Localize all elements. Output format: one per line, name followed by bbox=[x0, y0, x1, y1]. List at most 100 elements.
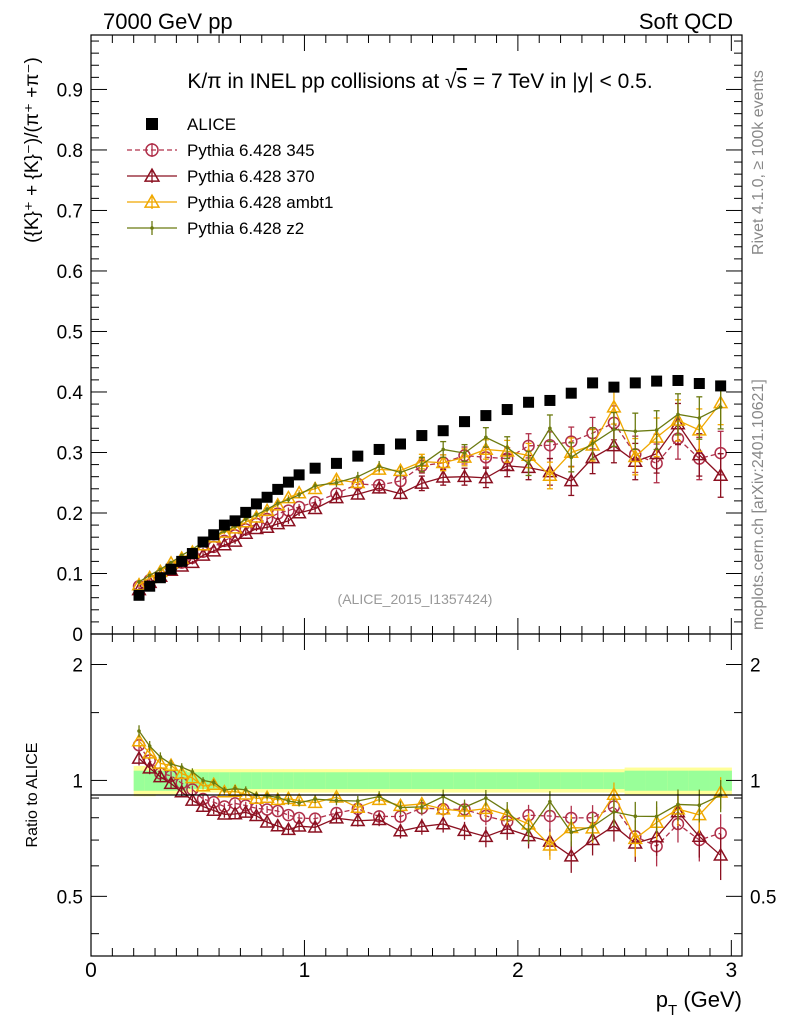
data-point-pythia-6-428-370 bbox=[584, 450, 601, 464]
data-point-alice bbox=[437, 425, 449, 437]
main-panel: 0 0.1 0.2 0.3 0.4 0.5 0.6 0.7 0.8 0.9 K/π in INEL… bbox=[22, 34, 743, 646]
series-line-pythia-6-428-345 bbox=[138, 422, 721, 587]
data-point-pythia-6-428-ambt1 bbox=[478, 441, 494, 455]
data-point-alice bbox=[629, 377, 641, 389]
ratio-point-pythia-6-428-370 bbox=[291, 818, 307, 832]
ratio-y-ticks: 0.5 0.5 1 1 2 2 bbox=[57, 655, 776, 935]
data-point-alice bbox=[309, 462, 321, 474]
y-axis-label-ratio: Ratio to ALICE bbox=[24, 743, 41, 848]
ratio-point-pythia-6-428-ambt1 bbox=[238, 786, 254, 800]
data-point-pythia-6-428-370 bbox=[713, 467, 729, 481]
data-point-pythia-6-428-ambt1 bbox=[606, 399, 622, 413]
data-point-pythia-6-428-z2 bbox=[505, 445, 510, 450]
ratio-x-ticks bbox=[90, 634, 732, 956]
ratio-point-pythia-6-428-z2 bbox=[169, 762, 173, 766]
data-point-pythia-6-428-z2 bbox=[612, 427, 616, 432]
data-point-pythia-6-428-z2 bbox=[420, 462, 424, 467]
ratio-point-pythia-6-428-z2 bbox=[377, 794, 381, 799]
ratio-point-pythia-6-428-ambt1 bbox=[435, 801, 451, 815]
data-point-pythia-6-428-z2 bbox=[297, 493, 301, 497]
data-point-alice bbox=[352, 450, 364, 462]
ratio-band-inner bbox=[325, 772, 348, 789]
ratio-point-pythia-6-428-370 bbox=[414, 818, 430, 833]
data-point-alice bbox=[218, 519, 230, 531]
mcplots-side-text: mcplots.cern.ch [arXiv:2401.10621] bbox=[750, 379, 767, 630]
data-point-pythia-6-428-z2 bbox=[569, 455, 574, 460]
ratio-point-pythia-6-428-ambt1 bbox=[152, 755, 168, 769]
ratio-band-inner bbox=[475, 772, 498, 789]
y-tick-label: 0.7 bbox=[57, 201, 83, 222]
data-point-alice bbox=[394, 438, 406, 450]
ratio-band-inner bbox=[293, 772, 306, 789]
ratio-point-pythia-6-428-ambt1 bbox=[216, 784, 233, 798]
ratio-point-pythia-6-428-z2 bbox=[297, 801, 301, 805]
ratio-band-inner bbox=[688, 770, 711, 791]
data-point-pythia-6-428-ambt1 bbox=[216, 524, 233, 538]
ratio-point-pythia-6-428-370 bbox=[227, 806, 243, 820]
data-point-alice bbox=[587, 377, 599, 389]
data-point-alice bbox=[154, 572, 166, 584]
y-tick-label: 0.2 bbox=[57, 504, 83, 525]
data-point-pythia-6-428-370 bbox=[563, 473, 579, 487]
ratio-point-pythia-6-428-370 bbox=[691, 828, 707, 843]
x-tick-label: 3 bbox=[725, 959, 737, 982]
data-point-pythia-6-428-ambt1 bbox=[627, 448, 643, 463]
ratio-point-pythia-6-428-370 bbox=[142, 760, 158, 774]
y-tick-label: 0.3 bbox=[57, 443, 83, 464]
ratio-line-pythia-6-428-ambt1 bbox=[138, 740, 722, 847]
data-point-pythia-6-428-370 bbox=[259, 519, 275, 534]
data-point-pythia-6-428-z2 bbox=[398, 470, 403, 475]
data-point-pythia-6-428-370 bbox=[270, 516, 286, 530]
ratio-band-inner bbox=[581, 772, 604, 789]
data-point-alice bbox=[176, 555, 188, 567]
x-axis-label: pT (GeV) bbox=[656, 987, 742, 1019]
y-tick-label: 0 bbox=[72, 625, 83, 646]
data-point-pythia-6-428-z2 bbox=[137, 580, 141, 584]
legend-marker-pythia-6-428-ambt1 bbox=[143, 193, 161, 208]
data-point-alice bbox=[165, 563, 177, 575]
data-point-alice bbox=[544, 394, 556, 406]
chart-title: K/π in INEL pp collisions at √s = 7 TeV … bbox=[187, 70, 652, 93]
header-left: 7000 GeV pp bbox=[103, 9, 233, 34]
ratio-y-tick-label-right: 2 bbox=[750, 655, 761, 676]
ratio-point-pythia-6-428-370 bbox=[499, 820, 515, 835]
data-point-pythia-6-428-370 bbox=[184, 554, 201, 569]
ratio-band-inner bbox=[240, 772, 252, 789]
legend-marker-pythia-6-428-345 bbox=[145, 143, 159, 157]
data-point-pythia-6-428-370 bbox=[371, 480, 387, 494]
data-point-pythia-6-428-370 bbox=[392, 485, 409, 500]
ratio-point-pythia-6-428-z2 bbox=[147, 744, 152, 748]
ratio-point-pythia-6-428-z2 bbox=[286, 799, 291, 803]
ratio-point-pythia-6-428-ambt1 bbox=[131, 733, 147, 747]
ratio-band-inner bbox=[539, 772, 562, 789]
data-point-pythia-6-428-370 bbox=[248, 520, 265, 535]
ratio-band-inner bbox=[411, 772, 434, 789]
ratio-point-pythia-6-428-z2 bbox=[313, 797, 317, 801]
data-point-alice bbox=[651, 375, 663, 387]
data-point-pythia-6-428-z2 bbox=[590, 441, 595, 446]
data-point-pythia-6-428-370 bbox=[195, 547, 211, 561]
data-point-pythia-6-428-ambt1 bbox=[350, 474, 366, 489]
ratio-point-pythia-6-428-370 bbox=[163, 775, 179, 790]
ratio-point-pythia-6-428-370 bbox=[184, 792, 201, 806]
data-point-pythia-6-428-370 bbox=[691, 447, 707, 461]
data-point-pythia-6-428-370 bbox=[606, 437, 622, 452]
ratio-point-pythia-6-428-370 bbox=[371, 811, 387, 826]
data-point-pythia-6-428-370 bbox=[328, 490, 345, 504]
data-point-pythia-6-428-ambt1 bbox=[131, 577, 147, 591]
ratio-point-pythia-6-428-370 bbox=[649, 829, 665, 843]
ratio-band-inner bbox=[624, 770, 647, 791]
ratio-y-tick-label: 1 bbox=[72, 771, 83, 792]
ratio-point-pythia-6-428-ambt1 bbox=[184, 770, 201, 784]
ratio-point-pythia-6-428-z2 bbox=[484, 796, 488, 800]
data-point-alice bbox=[416, 430, 428, 442]
ratio-point-pythia-6-428-370 bbox=[174, 784, 190, 798]
y-tick-label: 0.8 bbox=[57, 141, 83, 162]
data-point-pythia-6-428-z2 bbox=[356, 474, 360, 479]
data-point-pythia-6-428-z2 bbox=[169, 560, 173, 565]
legend-label-pythia-6-428-345: Pythia 6.428 345 bbox=[187, 141, 315, 160]
data-point-pythia-6-428-370 bbox=[280, 513, 297, 527]
data-point-pythia-6-428-z2 bbox=[147, 573, 152, 578]
data-point-alice bbox=[608, 381, 620, 393]
